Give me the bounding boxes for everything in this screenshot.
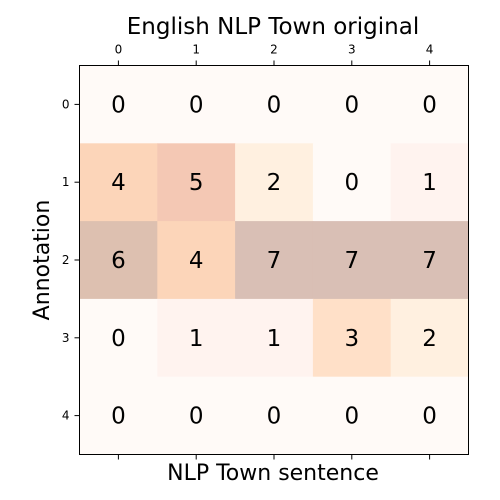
y-axis-label: Annotation: [30, 200, 55, 321]
heatmap-cell-value: 7: [344, 248, 359, 274]
heatmap-cell: [312, 65, 392, 144]
heatmap-cell-value: 0: [189, 404, 204, 430]
heatmap-cell-value: 0: [189, 92, 204, 118]
heatmap-cell: [157, 376, 236, 455]
heatmap-cell-value: 0: [267, 92, 282, 118]
x-tick-label: 1: [192, 43, 200, 57]
heatmap-cell-labels: 0 0 0 0 0 4 5 2 0 1 6 4 7 7 7 0 1 1 3 2 0 0 0 0 0: [111, 92, 437, 429]
x-tick-label: 3: [348, 43, 356, 57]
heatmap-cell: [390, 376, 469, 455]
heatmap-cell: [157, 298, 236, 378]
heatmap-cell-value: 0: [111, 326, 126, 352]
y-tick-label: 0: [62, 97, 70, 111]
heatmap-cell-value: 1: [267, 326, 282, 352]
heatmap-cell-value: 0: [344, 170, 359, 196]
heatmap-cell: [157, 221, 236, 300]
heatmap-cell: [390, 221, 469, 300]
heatmap-cell-value: 5: [189, 170, 204, 196]
x-axis-label: NLP Town sentence: [167, 461, 379, 486]
heatmap-cell-value: 4: [189, 248, 204, 274]
y-tick-label: 3: [62, 331, 70, 345]
heatmap-cell-value: 0: [111, 404, 126, 430]
heatmap-cell-value: 0: [267, 404, 282, 430]
x-tick-label: 2: [270, 43, 278, 57]
heatmap-cell: [235, 143, 314, 222]
heatmap-cell: [157, 65, 236, 144]
heatmap-cell: [390, 65, 469, 144]
heatmap-cell-value: 2: [267, 170, 282, 196]
heatmap-cell-value: 0: [344, 92, 359, 118]
y-tick-label: 4: [62, 409, 70, 423]
heatmap-cell-value: 3: [344, 326, 359, 352]
x-tick-label: 4: [426, 43, 434, 57]
heatmap-cell-value: 0: [111, 92, 126, 118]
heatmap-cell: [312, 376, 392, 455]
x-tick-label: 0: [115, 43, 123, 57]
heatmap-cell: [312, 143, 392, 222]
heatmap-cell: [390, 298, 469, 378]
y-axis-ticks: 0 1 2 3 4: [62, 97, 80, 423]
x-axis-ticks: 0 1 2 3 4: [115, 43, 434, 460]
heatmap-cell-value: 1: [422, 170, 437, 196]
heatmap-cell-value: 0: [422, 404, 437, 430]
heatmap-cell: [157, 143, 236, 222]
heatmap-cell: [235, 221, 314, 300]
heatmap-cell: [79, 143, 158, 222]
y-tick-label: 1: [62, 175, 70, 189]
heatmap-cell: [79, 65, 158, 144]
heatmap-cell: [235, 376, 314, 455]
heatmap-cell-value: 0: [422, 92, 437, 118]
heatmap-cell-value: 4: [111, 170, 126, 196]
heatmap-cell: [312, 221, 392, 300]
heatmap-cell-value: 0: [344, 404, 359, 430]
heatmap-cell: [79, 298, 158, 378]
heatmap-cell-value: 6: [111, 248, 126, 274]
chart-title: English NLP Town original: [127, 14, 419, 40]
y-tick-label: 2: [62, 253, 70, 267]
heatmap-cell: [79, 376, 158, 455]
heatmap-cell-value: 1: [189, 326, 204, 352]
heatmap-cell: [79, 221, 158, 300]
heatmap-cell-value: 2: [422, 326, 437, 352]
heatmap-cells: [79, 65, 469, 455]
heatmap-cell: [235, 65, 314, 144]
heatmap-cell: [312, 298, 392, 378]
heatmap-cell-value: 7: [267, 248, 282, 274]
heatmap-cell: [235, 298, 314, 378]
heatmap-cell: [390, 143, 469, 222]
heatmap-cell-value: 7: [422, 248, 437, 274]
